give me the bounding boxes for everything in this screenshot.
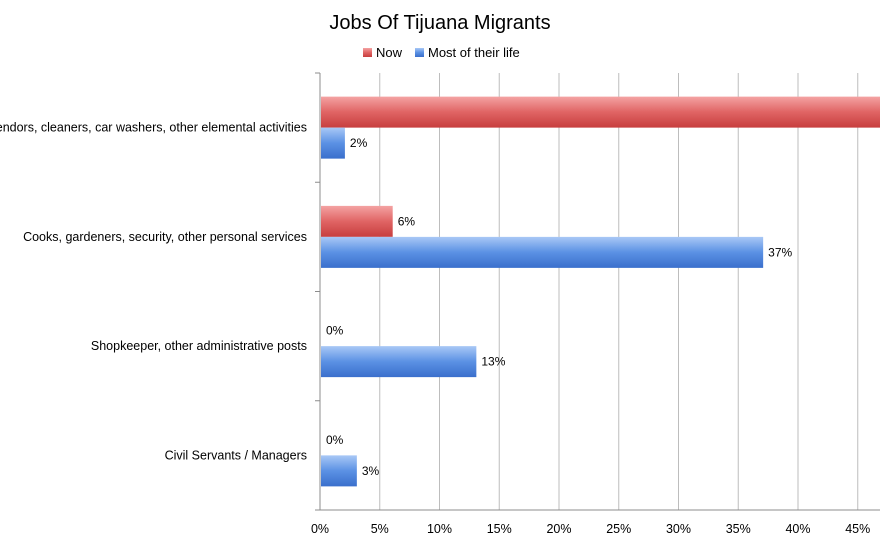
x-tick-label: 35% <box>726 522 751 536</box>
bar-now-0 <box>321 96 880 128</box>
x-tick-label: 5% <box>371 522 389 536</box>
legend-label-now: Now <box>376 45 403 60</box>
bar-most-of-their-life-2 <box>321 346 477 378</box>
category-labels: Vendors, cleaners, car washers, other el… <box>0 121 307 463</box>
bar-most-of-their-life-1 <box>321 236 764 268</box>
data-labels: 6% 0% 0% 2% 37% 13% 3% <box>326 136 792 478</box>
category-label: Shopkeeper, other administrative posts <box>91 339 307 353</box>
legend-swatch-most-of-their-life <box>415 48 424 57</box>
legend-label-most-of-their-life: Most of their life <box>428 45 520 60</box>
x-tick-label: 10% <box>427 522 452 536</box>
category-label: Civil Servants / Managers <box>165 448 307 462</box>
legend: Now Most of their life <box>363 45 520 60</box>
data-label: 2% <box>350 136 368 150</box>
bar-now-1 <box>321 205 393 237</box>
x-tick-label: 45% <box>845 522 870 536</box>
x-tick-label: 20% <box>546 522 571 536</box>
data-label: 13% <box>481 355 505 369</box>
x-tick-label: 15% <box>487 522 512 536</box>
data-label: 37% <box>768 245 792 259</box>
gridlines <box>315 72 880 511</box>
legend-swatch-now <box>363 48 372 57</box>
bar-most-of-their-life-3 <box>321 455 357 487</box>
data-label: 3% <box>362 464 380 478</box>
data-label: 6% <box>398 214 416 228</box>
x-tick-labels: 0% 5% 10% 15% 20% 25% 30% 35% 40% 45% <box>311 522 870 536</box>
x-tick-label: 30% <box>666 522 691 536</box>
bar-most-of-their-life-0 <box>321 127 345 159</box>
category-label: Cooks, gardeners, security, other person… <box>23 230 307 244</box>
data-label: 0% <box>326 324 344 338</box>
bars <box>321 96 880 487</box>
data-label: 0% <box>326 433 344 447</box>
x-tick-label: 40% <box>785 522 810 536</box>
x-tick-label: 25% <box>606 522 631 536</box>
chart-title: Jobs Of Tijuana Migrants <box>329 12 550 34</box>
category-label: Vendors, cleaners, car washers, other el… <box>0 121 307 135</box>
x-tick-label: 0% <box>311 522 329 536</box>
